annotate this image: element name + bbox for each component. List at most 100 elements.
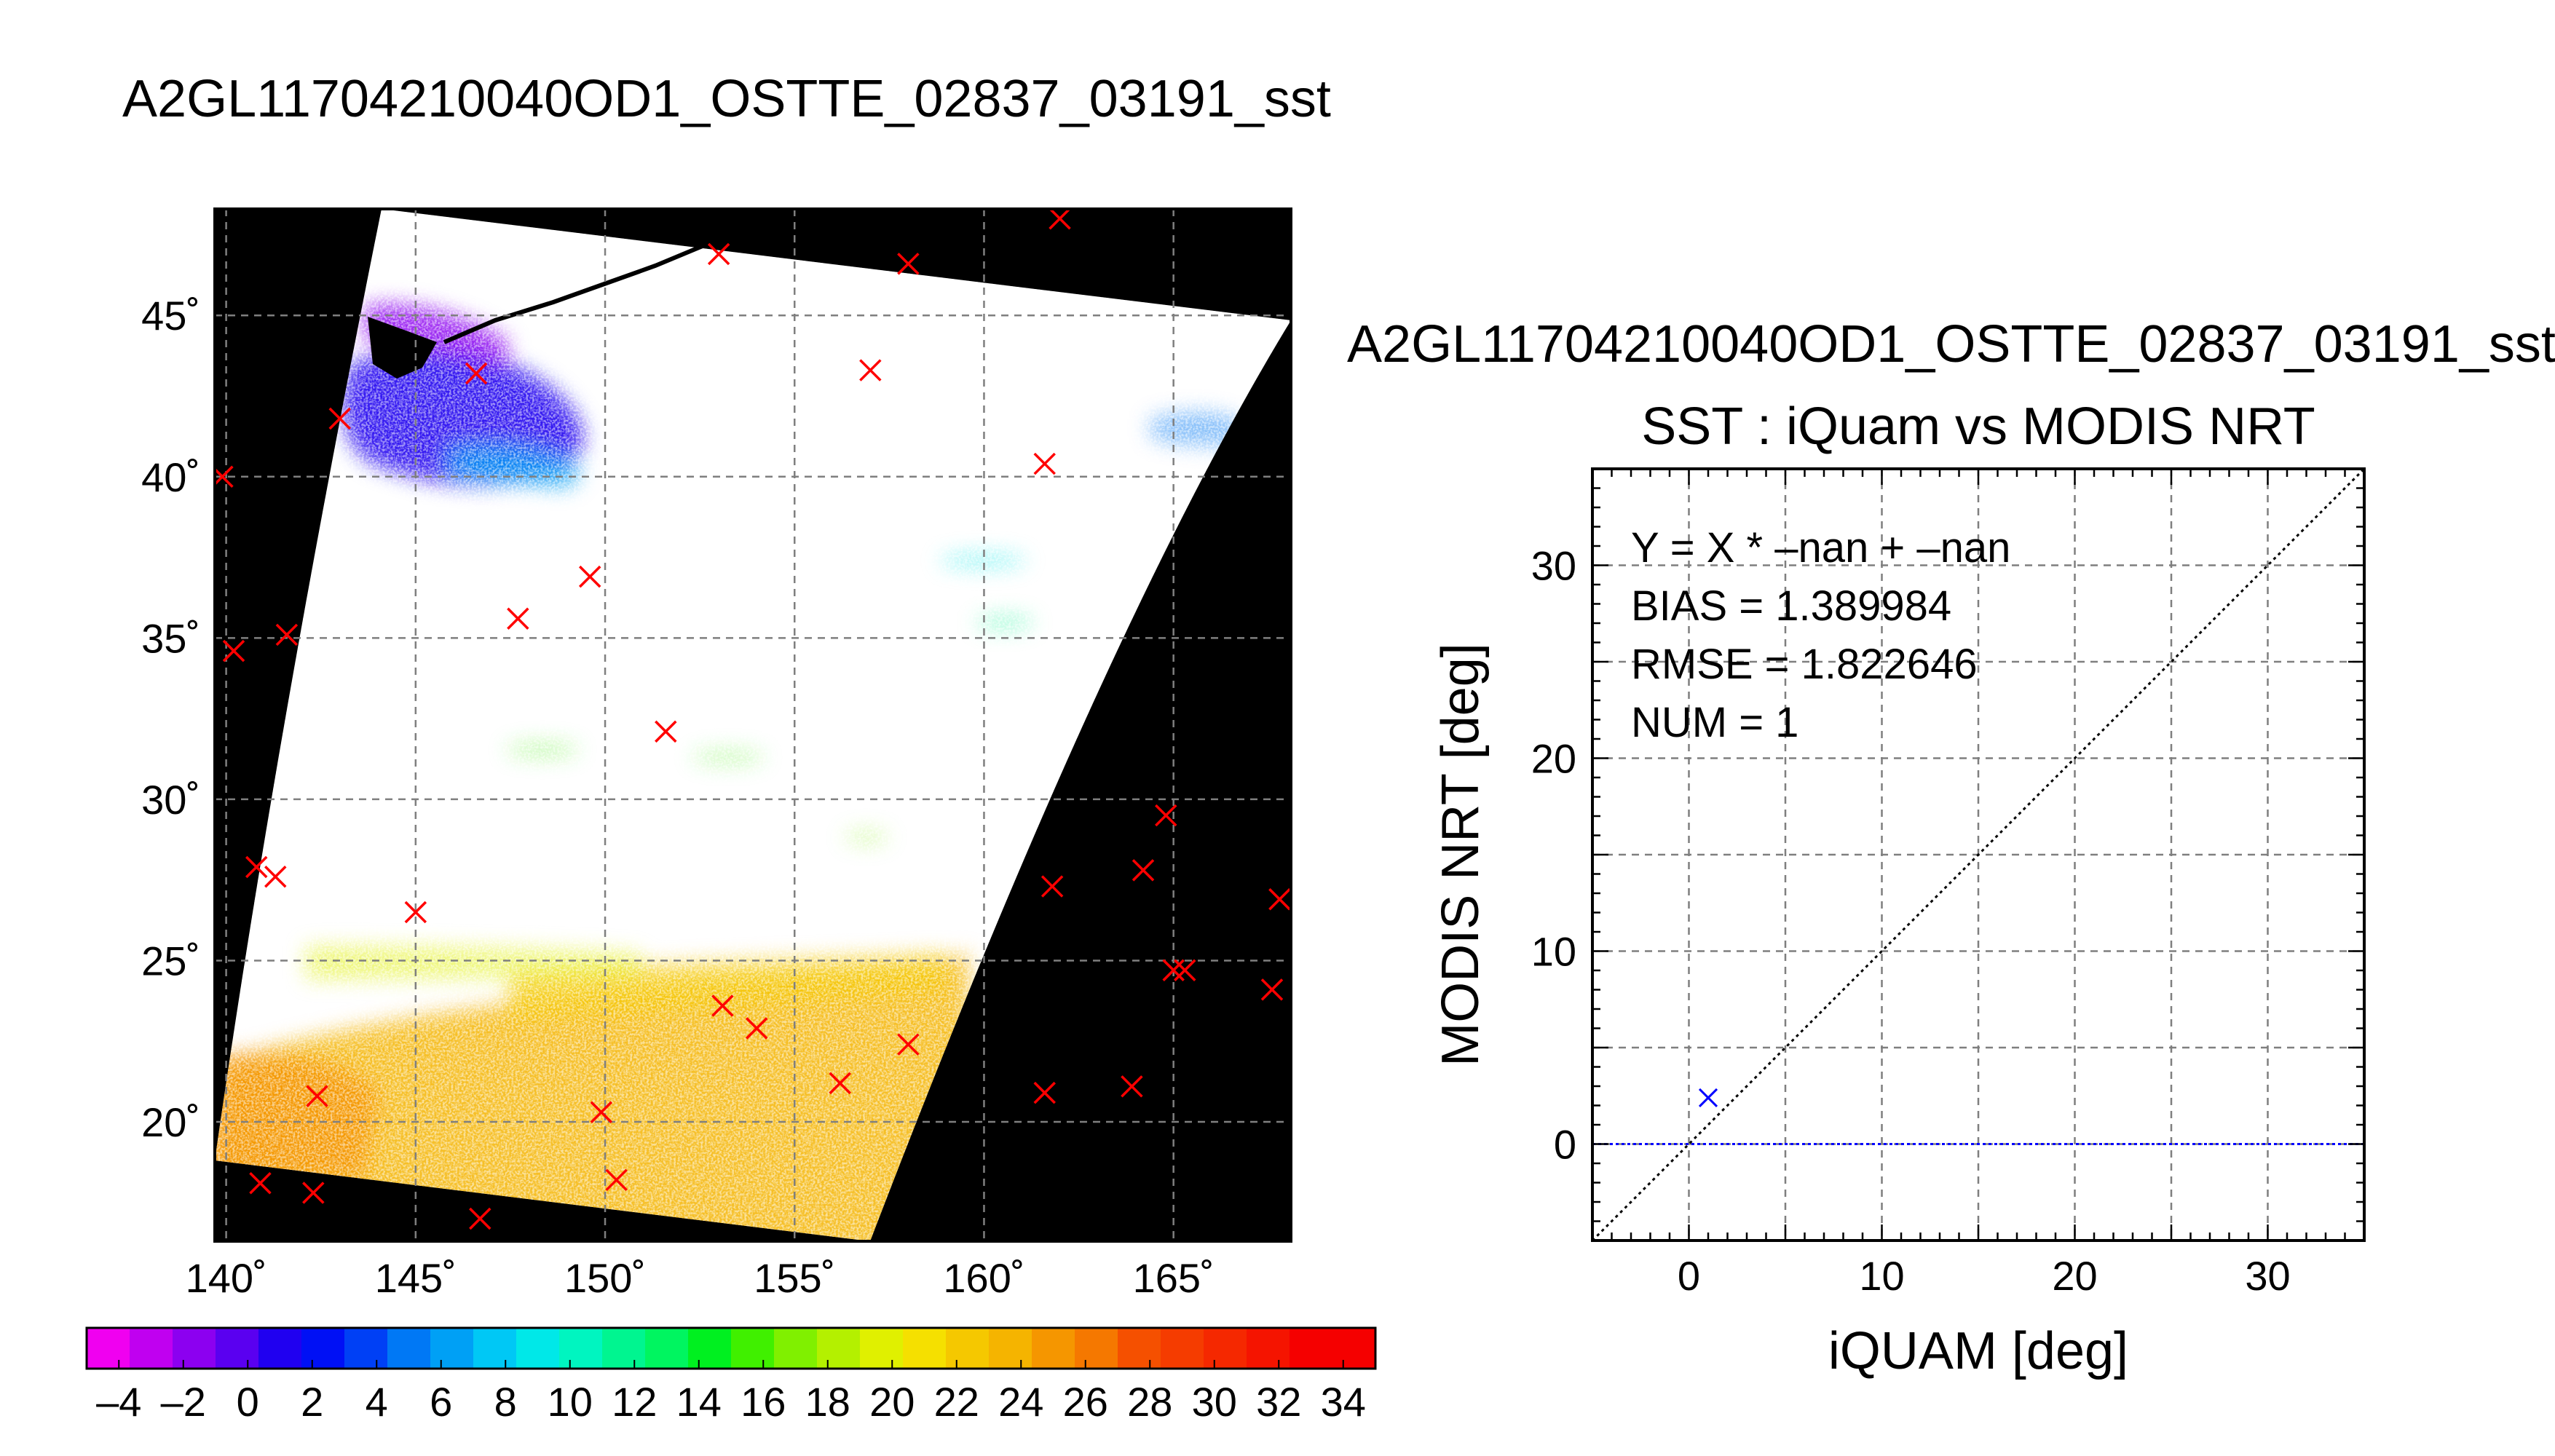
colorbar-swatch [301, 1328, 345, 1369]
scatter-file-title: A2GL11704210040OD1_OSTTE_02837_03191_sst [1347, 315, 2555, 373]
colorbar-tick-label: 10 [548, 1379, 593, 1425]
matchup-marker [1040, 875, 1064, 898]
matchup-marker [897, 1033, 920, 1056]
map-x-tick-label: 155˚ [754, 1255, 835, 1301]
matchup-marker [507, 607, 529, 630]
colorbar-tick-label: 26 [1063, 1379, 1108, 1425]
colorbar-tick-label: –2 [161, 1379, 206, 1425]
colorbar-tick-label: 14 [676, 1379, 722, 1425]
matchup-marker [404, 901, 427, 924]
colorbar-tick-label: –4 [96, 1379, 141, 1425]
scatter-x-tick-label: 10 [1859, 1253, 1904, 1299]
matchup-marker [590, 1101, 613, 1123]
matchup-marker [275, 623, 299, 646]
map-x-tick-label: 150˚ [564, 1255, 646, 1301]
map-y-tick-label: 35˚ [141, 615, 200, 661]
colorbar-swatch [258, 1328, 302, 1369]
colorbar-tick-label: 0 [237, 1379, 259, 1425]
colorbar-swatch [1118, 1328, 1161, 1369]
map-x-tick-label: 145˚ [375, 1255, 457, 1301]
colorbar-swatch [989, 1328, 1032, 1369]
colorbar-tick-label: 16 [741, 1379, 786, 1425]
scatter-reference-lines [1592, 469, 2364, 1241]
scatter-panel: A2GL11704210040OD1_OSTTE_02837_03191_sst… [1347, 315, 2555, 1380]
colorbar-swatch [387, 1328, 431, 1369]
matchup-marker [745, 1017, 768, 1040]
scatter-annotation: Y = X * –nan + –nan [1631, 524, 2010, 571]
colorbar-tick-label: 32 [1256, 1379, 1301, 1425]
map-y-tick-label: 40˚ [141, 454, 200, 500]
matchup-marker [1260, 978, 1284, 1001]
matchup-marker [245, 855, 268, 879]
colorbar-swatch [1247, 1328, 1290, 1369]
scatter-x-label: iQUAM [deg] [1828, 1322, 2128, 1380]
scatter-x-tick-label: 20 [2052, 1253, 2097, 1299]
colorbar-swatch [516, 1328, 560, 1369]
scatter-x-tick-label: 30 [2245, 1253, 2290, 1299]
colorbar-swatch [1290, 1328, 1333, 1369]
colorbar-tick-label: 4 [366, 1379, 388, 1425]
map-y-tick-label: 20˚ [141, 1099, 200, 1145]
colorbar-swatch [688, 1328, 732, 1369]
matchup-marker [605, 1168, 628, 1192]
scatter-x-tick-label: 0 [1678, 1253, 1700, 1299]
map-x-tick-label: 165˚ [1133, 1255, 1215, 1301]
colorbar-tick-label: 30 [1192, 1379, 1237, 1425]
colorbar-tick-label: 2 [301, 1379, 323, 1425]
map-x-tick-label: 140˚ [186, 1255, 267, 1301]
matchup-marker [578, 565, 601, 588]
map-y-tick-label: 30˚ [141, 777, 200, 823]
colorbar-tick-label: 8 [494, 1379, 517, 1425]
colorbar-tick-label: 24 [998, 1379, 1043, 1425]
scatter-y-label: MODIS NRT [deg] [1431, 643, 1490, 1067]
scatter-point [1698, 1088, 1718, 1107]
matchup-marker [302, 1182, 325, 1204]
map-x-tick-label: 160˚ [943, 1255, 1024, 1301]
colorbar-swatch [1204, 1328, 1247, 1369]
colorbar-swatch [602, 1328, 646, 1369]
map-panel: 140˚ 145˚ 150˚ 155˚ 160˚ 165˚ 20˚ 25˚ 30˚ 35˚ 40˚… [141, 207, 1292, 1301]
scatter-title: SST : iQuam vs MODIS NRT [1641, 397, 2315, 456]
colorbar-tick-labels: –4 –2 0 2 4 6 8 10 12 14 16 18 20 22 24 26 28 30 32 34 [96, 1360, 1366, 1425]
map-x-tick-labels: 140˚ 145˚ 150˚ 155˚ 160˚ 165˚ [186, 1255, 1215, 1301]
scatter-annotation: NUM = 1 [1631, 699, 1798, 746]
matchup-marker [465, 362, 488, 385]
matchup-marker [1033, 1081, 1056, 1104]
scatter-ticks: 0 10 20 30 0 10 20 30 [1531, 467, 2366, 1299]
colorbar-tick-label: 34 [1321, 1379, 1366, 1425]
matchup-marker [1049, 209, 1071, 230]
land-hokkaido [368, 317, 437, 379]
map-frame [213, 207, 1292, 1243]
map-grid [215, 209, 1291, 1241]
colorbar-swatch [216, 1328, 259, 1369]
colorbar-swatch [860, 1328, 904, 1369]
scatter-annotations: Y = X * –nan + –nan BIAS = 1.389984 RMSE =… [1631, 524, 2010, 746]
colorbar-swatch [173, 1328, 216, 1369]
scatter-y-tick-label: 20 [1531, 736, 1576, 782]
colorbar-tick-label: 18 [805, 1379, 850, 1425]
page-title: A2GL11704210040OD1_OSTTE_02837_03191_sst [122, 70, 1331, 128]
matchup-marker [1162, 959, 1185, 982]
colorbar-frame [85, 1326, 1377, 1370]
matchup-marker [829, 1072, 851, 1095]
matchup-marker [655, 720, 677, 743]
colorbar-swatch [473, 1328, 517, 1369]
matchup-marker [1132, 859, 1155, 882]
matchup-marker [1268, 888, 1291, 911]
matchup-marker [264, 866, 287, 888]
colorbar-swatch [774, 1328, 818, 1369]
colorbar-tick-label: 20 [869, 1379, 915, 1425]
scatter-annotation: RMSE = 1.822646 [1631, 641, 1978, 688]
colorbar-tick-label: 6 [430, 1379, 452, 1425]
map-y-tick-label: 45˚ [141, 293, 200, 339]
land-kurils [443, 238, 719, 344]
colorbar-swatches [87, 1328, 1376, 1369]
matchup-marker [249, 1172, 272, 1195]
one-to-one-line [1592, 469, 2364, 1241]
matchup-marker [222, 639, 245, 662]
matchup-marker [711, 994, 734, 1017]
matchup-marker [1155, 804, 1177, 827]
map-y-tick-labels: 20˚ 25˚ 30˚ 35˚ 40˚ 45˚ [141, 293, 200, 1145]
colorbar-swatch [87, 1328, 130, 1369]
